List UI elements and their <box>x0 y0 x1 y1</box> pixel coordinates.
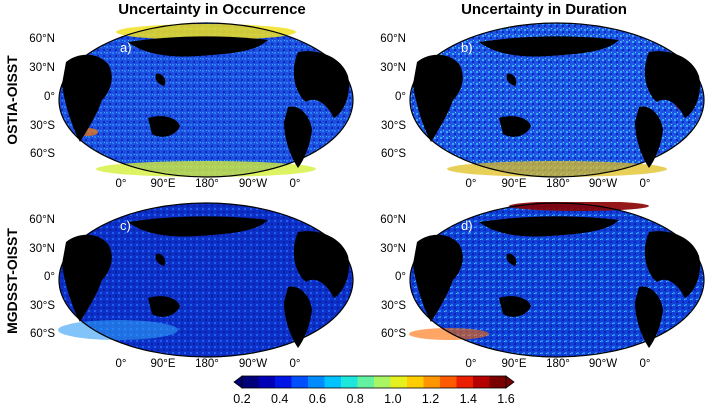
lon-label-90e: 90°E <box>501 358 527 370</box>
colorbar-segment <box>423 376 441 388</box>
lon-label-180: 180° <box>195 358 219 370</box>
lat-label-30s: 30°S <box>380 120 406 132</box>
lon-label-180: 180° <box>546 178 570 190</box>
colorbar-tick-label: 0.2 <box>233 392 251 406</box>
lon-label-0: 0° <box>465 178 477 190</box>
colorbar-segment <box>390 376 408 388</box>
lat-label-0: 0° <box>44 271 55 283</box>
colorbar-segment <box>374 376 391 388</box>
colorbar-segment <box>473 376 490 388</box>
colorbar-segment <box>440 376 457 388</box>
colorbar-segment <box>341 376 358 388</box>
continents <box>413 216 701 348</box>
lat-label-30s: 30°S <box>380 300 406 312</box>
continents <box>62 36 350 168</box>
panel-label-d: d) <box>461 218 473 233</box>
column-title-duration: Uncertainty in Duration <box>461 1 627 18</box>
lat-label-0: 0° <box>395 91 406 103</box>
colorbar-tick-label: 1.2 <box>421 392 440 406</box>
colorbar-segment <box>324 376 342 388</box>
lat-label-30s: 30°S <box>29 300 55 312</box>
map-b-svg <box>409 22 705 178</box>
colorbar-segment <box>291 376 309 388</box>
colorbar-min-arrow <box>233 375 243 389</box>
continents <box>62 216 350 348</box>
lon-label-0-east: 0° <box>289 358 301 370</box>
lat-label-30s: 30°S <box>29 120 55 132</box>
colorbar-segment <box>258 376 276 388</box>
panel-label-a: a) <box>120 40 132 55</box>
lat-label-30n: 30°N <box>29 243 55 255</box>
colorbar-tick-label: 1.0 <box>384 392 402 406</box>
map-panel-c: c) <box>58 202 354 358</box>
colorbar-max-arrow <box>505 375 515 389</box>
lon-label-0: 0° <box>115 178 127 190</box>
lon-label-90e: 90°E <box>150 178 176 190</box>
lon-label-180: 180° <box>546 358 570 370</box>
lon-label-0: 0° <box>465 358 477 370</box>
lat-label-60s: 60°S <box>29 148 55 160</box>
colorbar-segment <box>275 376 292 388</box>
colorbar-tick-label: 1.4 <box>459 392 477 406</box>
lat-label-60n: 60°N <box>29 33 55 45</box>
ocean <box>410 23 704 177</box>
lon-label-0-east: 0° <box>289 178 301 190</box>
panel-label-b: b) <box>461 40 473 55</box>
lon-label-90e: 90°E <box>501 178 527 190</box>
lat-label-0: 0° <box>44 91 55 103</box>
lat-label-30n: 30°N <box>380 243 406 255</box>
ocean <box>59 23 353 177</box>
lat-label-60n: 60°N <box>29 214 55 226</box>
colorbar-segment <box>456 376 474 388</box>
lon-label-0-east: 0° <box>639 358 651 370</box>
map-c-svg <box>58 202 354 358</box>
lat-label-30n: 30°N <box>380 62 406 74</box>
lat-label-0: 0° <box>395 271 406 283</box>
lat-label-60s: 60°S <box>380 328 406 340</box>
colorbar: 0.2 0.4 0.6 0.8 1.0 1.2 1.4 1.6 <box>232 375 516 406</box>
colorbar-tick-label: 0.4 <box>271 392 289 406</box>
colorbar-tick-label: 1.6 <box>497 392 515 406</box>
map-panel-a: a) <box>58 22 354 178</box>
lon-label-90w: 90°W <box>588 178 618 190</box>
colorbar-segment <box>242 376 259 388</box>
lon-label-0: 0° <box>115 358 127 370</box>
panel-label-c: c) <box>120 218 131 233</box>
lon-label-0-east: 0° <box>639 178 651 190</box>
lon-label-90w: 90°W <box>588 358 618 370</box>
colorbar-segment <box>489 376 507 388</box>
lat-label-60n: 60°N <box>380 214 406 226</box>
colorbar-segment <box>308 376 325 388</box>
lon-label-90w: 90°W <box>238 178 268 190</box>
lon-label-90w: 90°W <box>238 358 268 370</box>
lat-label-60n: 60°N <box>380 33 406 45</box>
map-a-svg <box>58 22 354 178</box>
lat-label-30n: 30°N <box>29 62 55 74</box>
lat-label-60s: 60°S <box>29 328 55 340</box>
map-d-svg <box>409 202 705 358</box>
colorbar-bar <box>233 375 515 389</box>
colorbar-segment <box>407 376 424 388</box>
colorbar-tick-label: 0.8 <box>346 392 364 406</box>
map-panel-d: d) <box>409 202 705 358</box>
colorbar-tick-label: 0.6 <box>308 392 327 406</box>
column-title-occurrence: Uncertainty in Occurrence <box>118 1 306 18</box>
lat-label-60s: 60°S <box>380 148 406 160</box>
ocean <box>59 203 353 357</box>
continents <box>413 36 701 168</box>
lon-label-180: 180° <box>195 178 219 190</box>
lon-label-90e: 90°E <box>150 358 176 370</box>
ocean <box>410 203 704 357</box>
map-panel-b: b) <box>409 22 705 178</box>
colorbar-segment <box>357 376 375 388</box>
